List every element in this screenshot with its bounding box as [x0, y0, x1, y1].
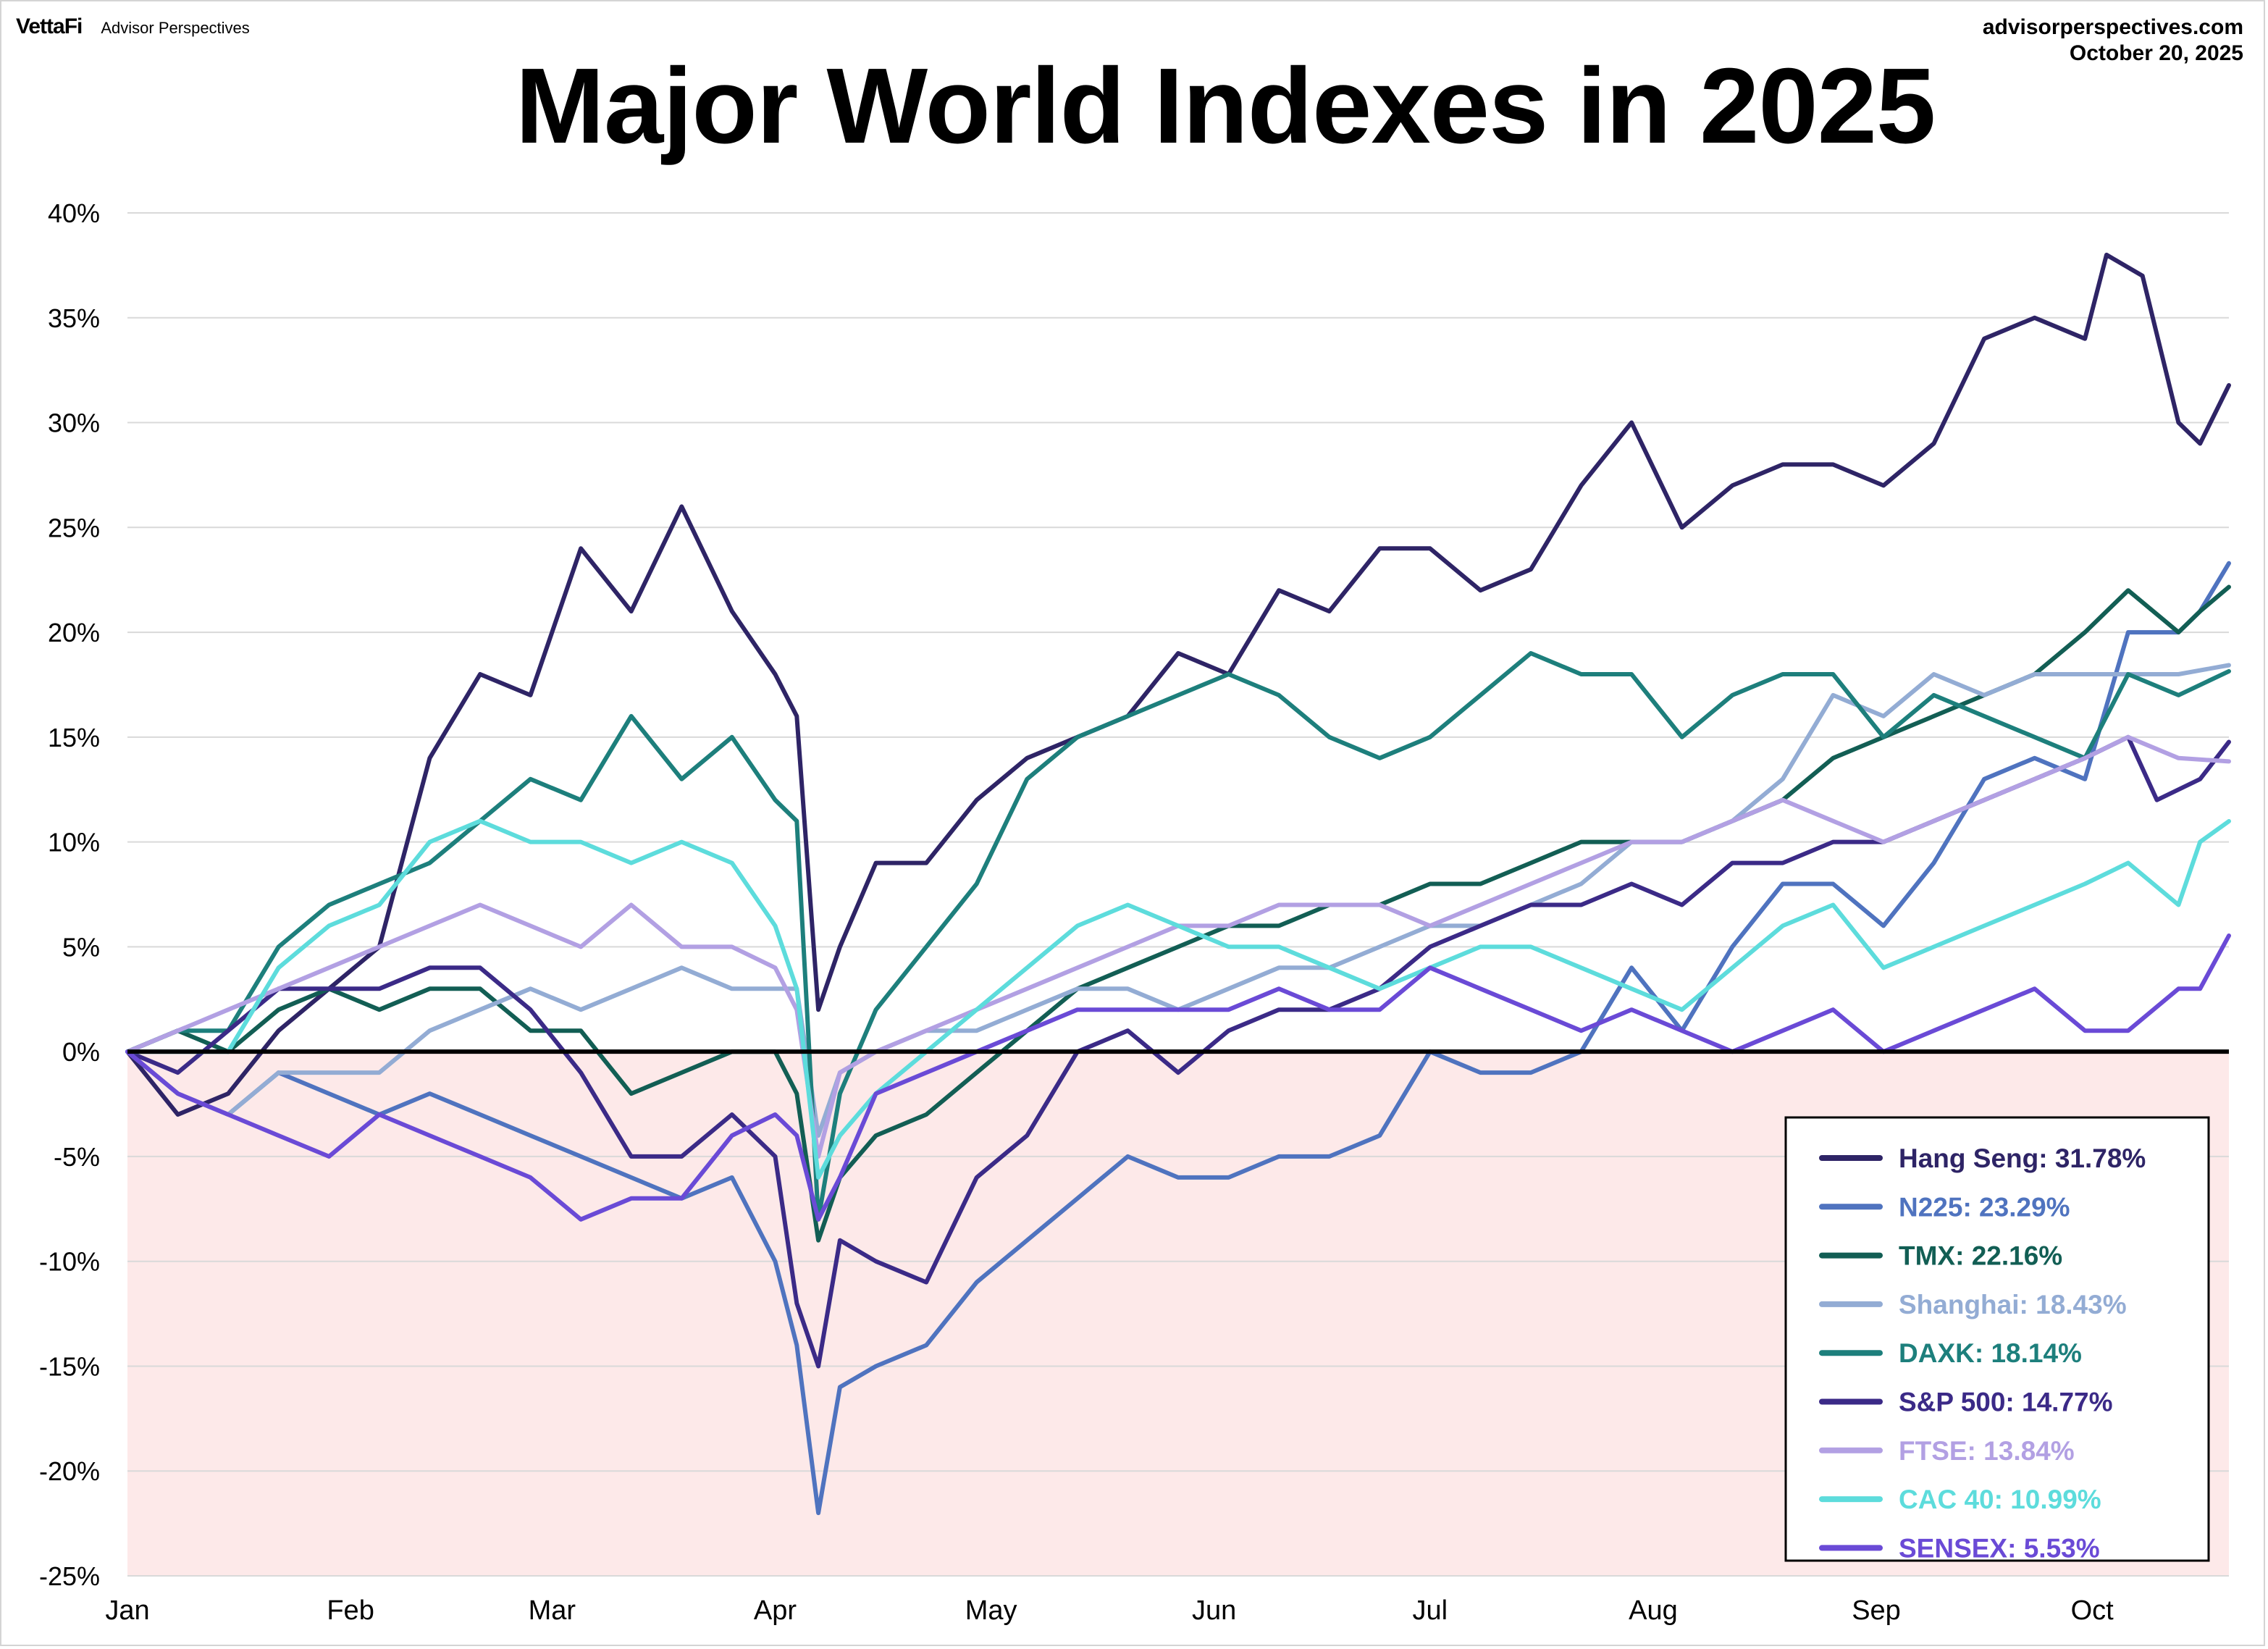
y-tick-label: -15%: [39, 1351, 100, 1381]
y-tick-label: 20%: [48, 618, 100, 647]
legend-label: Hang Seng: 31.78%: [1899, 1144, 2146, 1173]
series-line-sensex: [125, 933, 2231, 1222]
x-tick-label: Sep: [1852, 1595, 1901, 1626]
site-url[interactable]: advisorperspectives.com: [1982, 15, 2243, 39]
legend: Hang Seng: 31.78% N225: 23.29% TMX: 22.16%…: [1784, 1116, 2210, 1563]
legend-label: CAC 40: 10.99%: [1899, 1485, 2101, 1514]
x-tick-label: Jan: [105, 1595, 149, 1626]
series-line-ftse: [125, 734, 2231, 1159]
legend-label: Shanghai: 18.43%: [1899, 1290, 2127, 1319]
brand-subtitle: Advisor Perspectives: [101, 19, 250, 37]
x-tick-label: Feb: [327, 1595, 374, 1626]
y-tick-label: 25%: [48, 513, 100, 542]
y-tick-label: 40%: [48, 198, 100, 228]
series-line-n225: [125, 561, 2231, 1516]
y-tick-label: -25%: [39, 1561, 100, 1591]
legend-label: TMX: 22.16%: [1899, 1241, 2062, 1271]
legend-label: FTSE: 13.84%: [1899, 1436, 2075, 1466]
y-tick-label: -20%: [39, 1456, 100, 1486]
vettafi-logo: VettaFi: [16, 14, 83, 38]
y-tick-label: -5%: [54, 1142, 100, 1172]
y-tick-label: 10%: [48, 828, 100, 857]
brand: VettaFi Advisor Perspectives: [16, 14, 250, 39]
series-line-daxk: [125, 651, 2231, 1222]
y-tick-label: -10%: [39, 1247, 100, 1277]
y-tick-label: 35%: [48, 303, 100, 333]
site-info: advisorperspectives.com October 20, 2025: [1983, 14, 2243, 67]
legend-label: DAXK: 18.14%: [1899, 1338, 2082, 1368]
x-tick-label: Aug: [1629, 1595, 1678, 1626]
x-tick-label: Jul: [1413, 1595, 1448, 1626]
x-tick-label: Apr: [754, 1595, 797, 1626]
legend-label: N225: 23.29%: [1899, 1192, 2070, 1222]
x-tick-label: Jun: [1192, 1595, 1236, 1626]
legend-box: [1784, 1116, 2210, 1562]
series-line-tmx: [125, 584, 2231, 1243]
legend-label: S&P 500: 14.77%: [1899, 1388, 2113, 1417]
chart-title: Major World Indexes in 2025: [515, 46, 1936, 166]
legend-label: SENSEX: 5.53%: [1899, 1533, 2100, 1563]
x-tick-label: Oct: [2071, 1595, 2114, 1626]
series-line-hang-seng: [125, 252, 2231, 1117]
y-tick-label: 15%: [48, 723, 100, 752]
series-line-cac-40: [125, 818, 2231, 1180]
chart-date: October 20, 2025: [2069, 41, 2243, 65]
y-tick-label: 30%: [48, 408, 100, 438]
y-tick-label: 0%: [62, 1037, 100, 1067]
x-tick-label: May: [965, 1595, 1017, 1626]
y-tick-label: 5%: [62, 932, 100, 962]
series-line-shanghai: [125, 663, 2231, 1138]
x-tick-label: Mar: [529, 1595, 576, 1626]
